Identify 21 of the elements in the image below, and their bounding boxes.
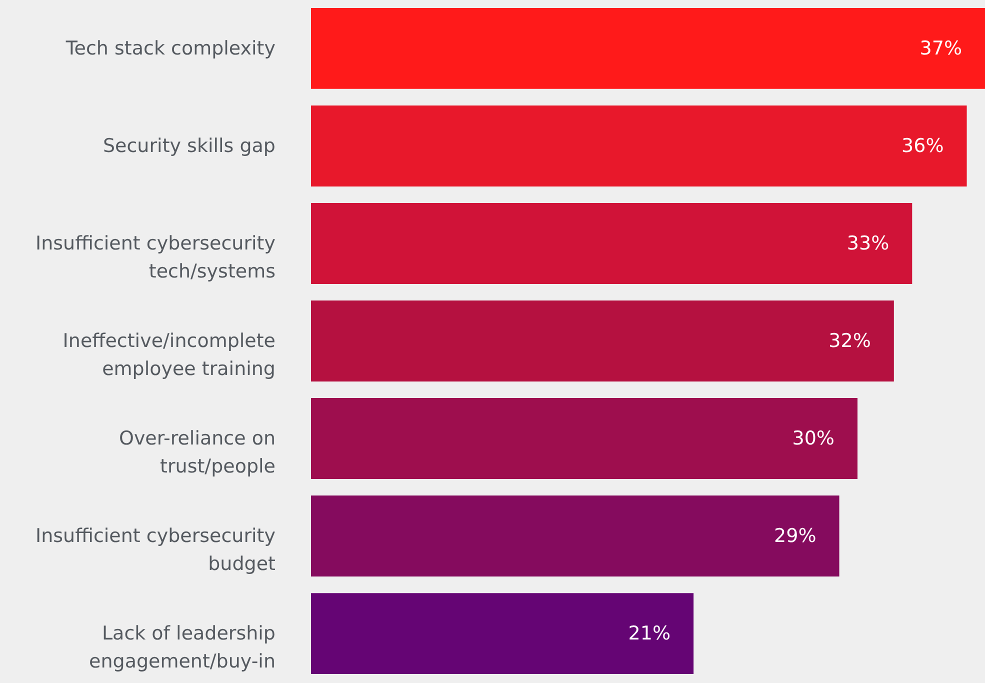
bar (311, 398, 858, 479)
y-tick-label: Insufficient cybersecurity tech/systems (35, 232, 276, 282)
data-label: 29% (774, 525, 816, 548)
data-label: 21% (628, 622, 671, 645)
data-label: 33% (846, 232, 890, 254)
y-tick-label: Over-reliance on trust/people (118, 428, 276, 478)
data-label: 37% (920, 37, 962, 60)
data-label: 30% (792, 428, 834, 450)
bar (311, 300, 894, 382)
data-label: 36% (902, 134, 944, 157)
bar (311, 8, 985, 89)
y-tick-label: Security skills gap (102, 134, 276, 157)
y-tick-label: Insufficient cybersecurity budget (35, 525, 276, 576)
y-tick-label: Tech stack complexity (64, 37, 276, 60)
bar (311, 106, 967, 186)
data-label: 32% (828, 330, 871, 352)
bar (311, 496, 840, 576)
bar (311, 593, 694, 674)
y-tick-label: Ineffective/incomplete employee training (62, 330, 276, 380)
bar (311, 203, 912, 284)
y-tick-label: Lack of leadership engagement/buy-in (89, 622, 276, 673)
